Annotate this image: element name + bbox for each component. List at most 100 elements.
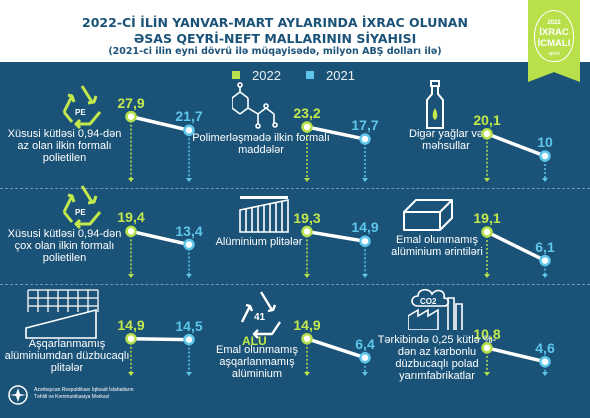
title-line-1: 2022-Cİ İLİN YANVAR-MART AYLARINDA İXRAC…: [82, 15, 468, 30]
pe-text: PE: [75, 208, 86, 217]
value-2021-7: 6,4: [355, 335, 375, 352]
alu-number: 41: [254, 312, 266, 323]
value-2022-3: 19,4: [117, 209, 145, 226]
item-label-1: Polimerləşmədə ilkin formalı maddələr: [192, 132, 330, 156]
legend-label-2021: 2021: [326, 67, 355, 83]
value-2022-7: 14,9: [293, 316, 321, 333]
tick-end-2022-6: [128, 372, 134, 376]
point-2021-8: [539, 355, 551, 368]
tick-end-2021-0: [186, 178, 192, 182]
co2-text: CO2: [420, 297, 437, 306]
item-label-0: Xüsusi kütləsi 0,94-dən az olan ilkin fo…: [7, 128, 122, 164]
point-2021-3: [183, 238, 195, 251]
recycle-pe-icon: PE: [62, 85, 102, 130]
pe-text: PE: [75, 108, 86, 117]
point-2022-7: [301, 332, 313, 345]
co2-factory-icon: CO2: [408, 288, 463, 330]
value-2021-8: 4,6: [535, 339, 555, 356]
point-2021-7: [359, 351, 371, 364]
value-2021-6: 14,5: [175, 317, 203, 334]
emblem-icon: [8, 385, 28, 405]
value-2021-1: 17,7: [351, 117, 379, 134]
item-label-4: Alüminium plitələr: [215, 236, 303, 248]
legend-label-2022: 2022: [252, 67, 281, 83]
tick-end-2022-4: [304, 274, 310, 278]
item-label-7: Emal olunmamış aşqarlanmamış alüminium: [216, 344, 298, 380]
tick-end-2022-2: [484, 178, 490, 182]
slope-line-8: [486, 346, 546, 364]
tick-end-2021-4: [362, 274, 368, 278]
export-review-badge: 2022 İXRAC İCMALI aprel: [528, 0, 580, 82]
point-2022-2: [481, 128, 493, 140]
tick-end-2021-1: [362, 178, 368, 182]
slope-line-4: [306, 229, 366, 243]
legend-swatch-2021: [306, 71, 314, 79]
badge-line-2: İCMALI: [537, 38, 571, 49]
ingot-icon: [403, 199, 453, 231]
tick-end-2021-2: [542, 178, 548, 182]
tick-end-2021-6: [186, 372, 192, 376]
slope-line-0: [130, 114, 190, 132]
row-divider-1: [0, 188, 590, 189]
header-banner: 2022-Cİ İLİN YANVAR-MART AYLARINDA İXRAC…: [0, 0, 590, 62]
tick-end-2022-3: [128, 274, 134, 278]
footer-logo: Azərbaycan Respublikası İqtisadi İslahat…: [8, 382, 158, 412]
alu-text: ALU: [242, 334, 267, 348]
title-line-2: ƏSAS QEYRİ-NEFT MALLARININ SİYAHISI: [133, 31, 417, 46]
value-2021-4: 14,9: [351, 219, 379, 236]
aluminium-plate-icon: [239, 196, 289, 233]
tick-end-2021-8: [542, 372, 548, 376]
tick-end-2022-7: [304, 372, 310, 376]
legend-2021: 2021: [306, 67, 355, 83]
item-label-6: Aşqarlanmamış alüminiumdan düzbucaqlı pl…: [4, 338, 130, 374]
point-2021-4: [359, 235, 371, 247]
badge-ring: [534, 10, 574, 62]
alu-recycle-icon: 41: [240, 291, 281, 339]
item-label-3: Xüsusi kütləsi 0,94-dən çox olan ilkin f…: [7, 228, 122, 264]
slope-line-6: [130, 336, 190, 342]
point-2021-1: [359, 133, 371, 145]
item-label-8: Tərkibində 0,25 kütlə %-dən az karbonlu …: [377, 334, 497, 382]
slope-line-1: [306, 125, 366, 141]
item-label-2: Digər yağlar və məhsullar: [409, 128, 483, 152]
tick-end-2021-5: [542, 274, 548, 278]
slope-line-7: [306, 337, 366, 360]
value-2022-8: 10,8: [473, 325, 501, 342]
point-2022-8: [481, 342, 493, 354]
value-2021-5: 6,1: [535, 238, 555, 255]
point-2022-3: [125, 225, 137, 238]
point-2022-1: [301, 121, 313, 133]
badge-year: 2022: [547, 20, 561, 26]
value-2022-1: 23,2: [293, 104, 321, 121]
point-2022-5: [481, 226, 493, 238]
row-divider-2: [0, 284, 590, 285]
tick-end-2022-5: [484, 274, 490, 278]
value-2022-4: 19,3: [293, 209, 321, 226]
tick-end-2021-7: [362, 372, 368, 376]
point-2021-2: [539, 150, 551, 162]
oil-bottle-icon: [426, 80, 444, 129]
item-label-5: Emal olunmamış alüminium ərintiləri: [391, 234, 483, 258]
tick-end-2022-0: [128, 178, 134, 182]
point-2022-6: [125, 332, 137, 345]
footer-org-line-2: Təhlili və Kommunikasiya Mərkəzi: [34, 393, 110, 400]
point-2021-6: [183, 333, 195, 346]
value-2022-5: 19,1: [473, 209, 501, 226]
molecule-icon: [232, 82, 278, 129]
value-2022-0: 27,9: [117, 94, 145, 111]
tick-end-2021-3: [186, 274, 192, 278]
point-2021-5: [539, 254, 551, 267]
grid-plate-icon: [25, 289, 99, 339]
value-2021-3: 13,4: [175, 222, 203, 239]
value-2021-2: 10: [537, 134, 553, 150]
point-2022-4: [301, 225, 313, 238]
point-2022-0: [125, 110, 137, 123]
footer-org-line-1: Azərbaycan Respublikası İqtisadi İslahat…: [34, 387, 134, 393]
point-2021-0: [183, 124, 195, 137]
recycle-pe-icon: PE: [62, 185, 102, 230]
slope-line-5: [486, 230, 546, 263]
slope-line-3: [130, 229, 190, 247]
legend-swatch-2022: [232, 71, 240, 79]
badge-sub: aprel: [548, 51, 560, 57]
